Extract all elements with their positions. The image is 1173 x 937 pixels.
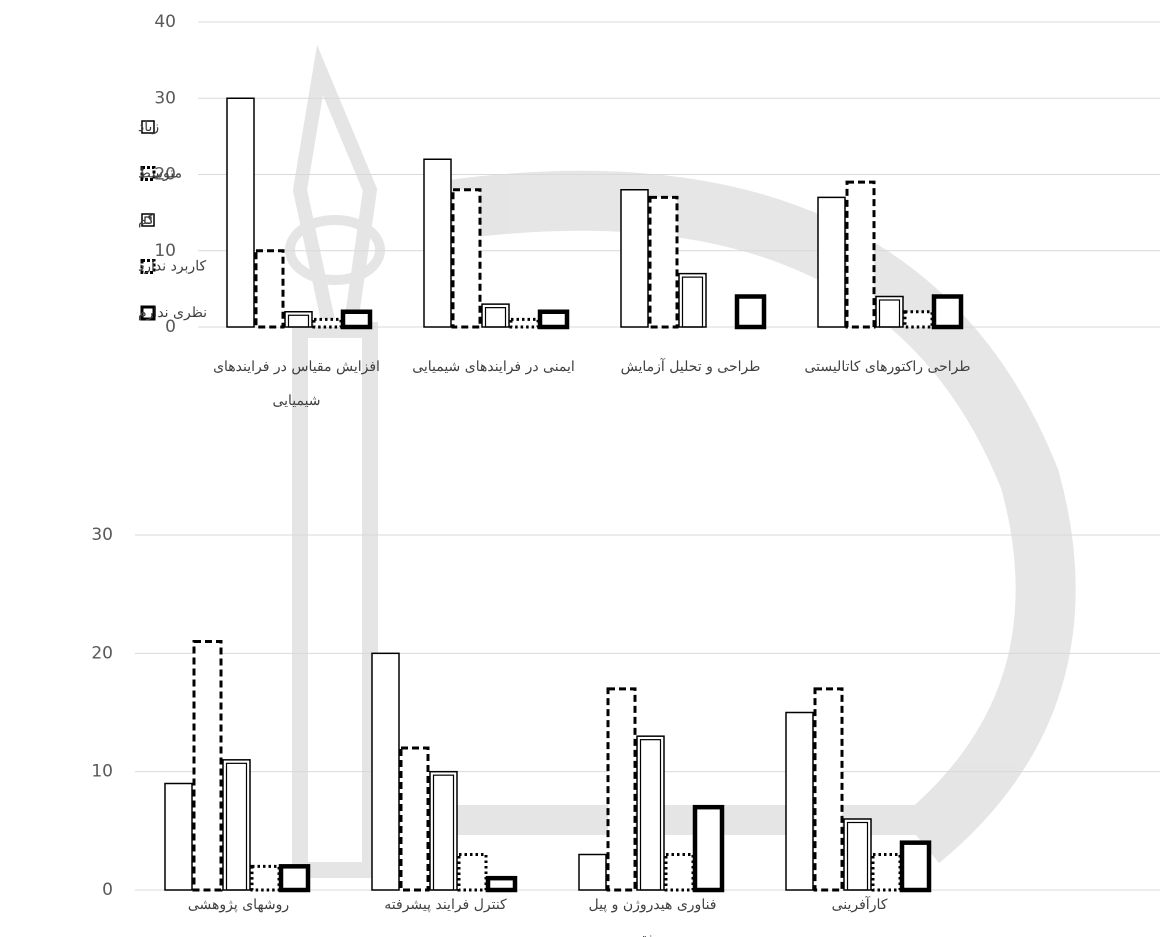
bar [256, 251, 283, 327]
y-tick-label: 10 [91, 762, 113, 782]
bar [227, 98, 254, 327]
bar [165, 784, 192, 891]
bar-outline [786, 713, 813, 891]
x-tick-label: کنترل فرایند پیشرفته [361, 888, 531, 922]
bar-outline [608, 689, 635, 890]
bar [695, 807, 722, 890]
page: 0 10 20 30 40 زیاد متوسط کم کاربرد ندارد نظری ندا… [0, 0, 1173, 937]
bar [876, 297, 903, 328]
bar [430, 772, 457, 890]
legend-item: کم [138, 212, 154, 228]
x-tick-label: طراحی و تحلیل آزمایش [606, 350, 776, 384]
bar-outline [424, 159, 451, 327]
legend-label: کم [138, 212, 154, 228]
bar [905, 312, 932, 327]
x-tick-label: ایمنی در فرایندهای شیمیایی [409, 350, 579, 384]
x-tick-label: طراحی راکتورهای کاتالیستی [803, 350, 973, 384]
bar-outline [281, 866, 308, 890]
bar-outline [372, 653, 399, 890]
bar [844, 819, 871, 890]
bar [281, 866, 308, 890]
legend-label: زیاد [138, 119, 159, 135]
legend-item: زیاد [138, 119, 159, 135]
bar-outline [256, 251, 283, 327]
bar [786, 713, 813, 891]
bar [459, 855, 486, 891]
bar [252, 866, 279, 890]
bar [540, 312, 567, 327]
bar-outline [815, 689, 842, 890]
bar [285, 312, 312, 327]
bar-outline [511, 319, 538, 327]
chart: 0 10 20 30 40 زیاد متوسط کم کاربرد ندارد نظری ندا… [0, 0, 1173, 937]
legend-item: نظری ندارم [138, 305, 207, 321]
bar [608, 689, 635, 890]
bar-outline [165, 784, 192, 891]
bar [343, 312, 370, 327]
bar [815, 689, 842, 890]
y-tick-label: 40 [154, 12, 176, 32]
bar [482, 304, 509, 327]
legend-item: کاربرد ندارد [138, 259, 206, 275]
bar-outline [905, 312, 932, 327]
bar-outline [902, 843, 929, 890]
bar [737, 297, 764, 328]
y-tick-label: 0 [102, 880, 113, 900]
bar-outline [227, 98, 254, 327]
bar [621, 190, 648, 327]
legend-item: متوسط [138, 166, 182, 182]
y-tick-label: 20 [91, 643, 113, 663]
x-tick-label: افزایش مقیاس در فرایندهای شیمیایی [212, 350, 382, 418]
x-tick-label: کارآفرینی [775, 888, 945, 922]
bar-outline [194, 642, 221, 891]
bar [194, 642, 221, 891]
bar-outline [695, 807, 722, 890]
bar [453, 190, 480, 327]
bar [902, 843, 929, 890]
bar [401, 748, 428, 890]
bar-outline [621, 190, 648, 327]
legend-label: نظری ندارم [138, 305, 207, 321]
bar-outline [873, 855, 900, 891]
bar [511, 319, 538, 327]
legend-label: متوسط [138, 166, 182, 182]
bar-outline [818, 197, 845, 327]
bar-outline [343, 312, 370, 327]
bar-outline [459, 855, 486, 891]
bar-outline [934, 297, 961, 328]
bar-outline [314, 319, 341, 327]
bar [666, 855, 693, 891]
bar-outline [650, 197, 677, 327]
bar [818, 197, 845, 327]
bar-outline [579, 855, 606, 891]
bar [314, 319, 341, 327]
bar [847, 182, 874, 327]
bar [372, 653, 399, 890]
x-tick-label: روشهای پژوهشی [154, 888, 324, 922]
bar [873, 855, 900, 891]
bar [679, 274, 706, 327]
bar-outline [666, 855, 693, 891]
bar [424, 159, 451, 327]
bar [223, 760, 250, 890]
bar [934, 297, 961, 328]
bar [650, 197, 677, 327]
bar [637, 736, 664, 890]
bar-outline [453, 190, 480, 327]
bar-outline [540, 312, 567, 327]
bar-outline [401, 748, 428, 890]
legend-label: کاربرد ندارد [138, 259, 206, 275]
y-tick-label: 30 [154, 88, 176, 108]
bar-outline [737, 297, 764, 328]
bar-outline [252, 866, 279, 890]
bar-outline [847, 182, 874, 327]
bar [579, 855, 606, 891]
y-tick-label: 30 [91, 525, 113, 545]
x-tick-label: فناوری هیدروژن و پیل سوختی [568, 888, 738, 937]
